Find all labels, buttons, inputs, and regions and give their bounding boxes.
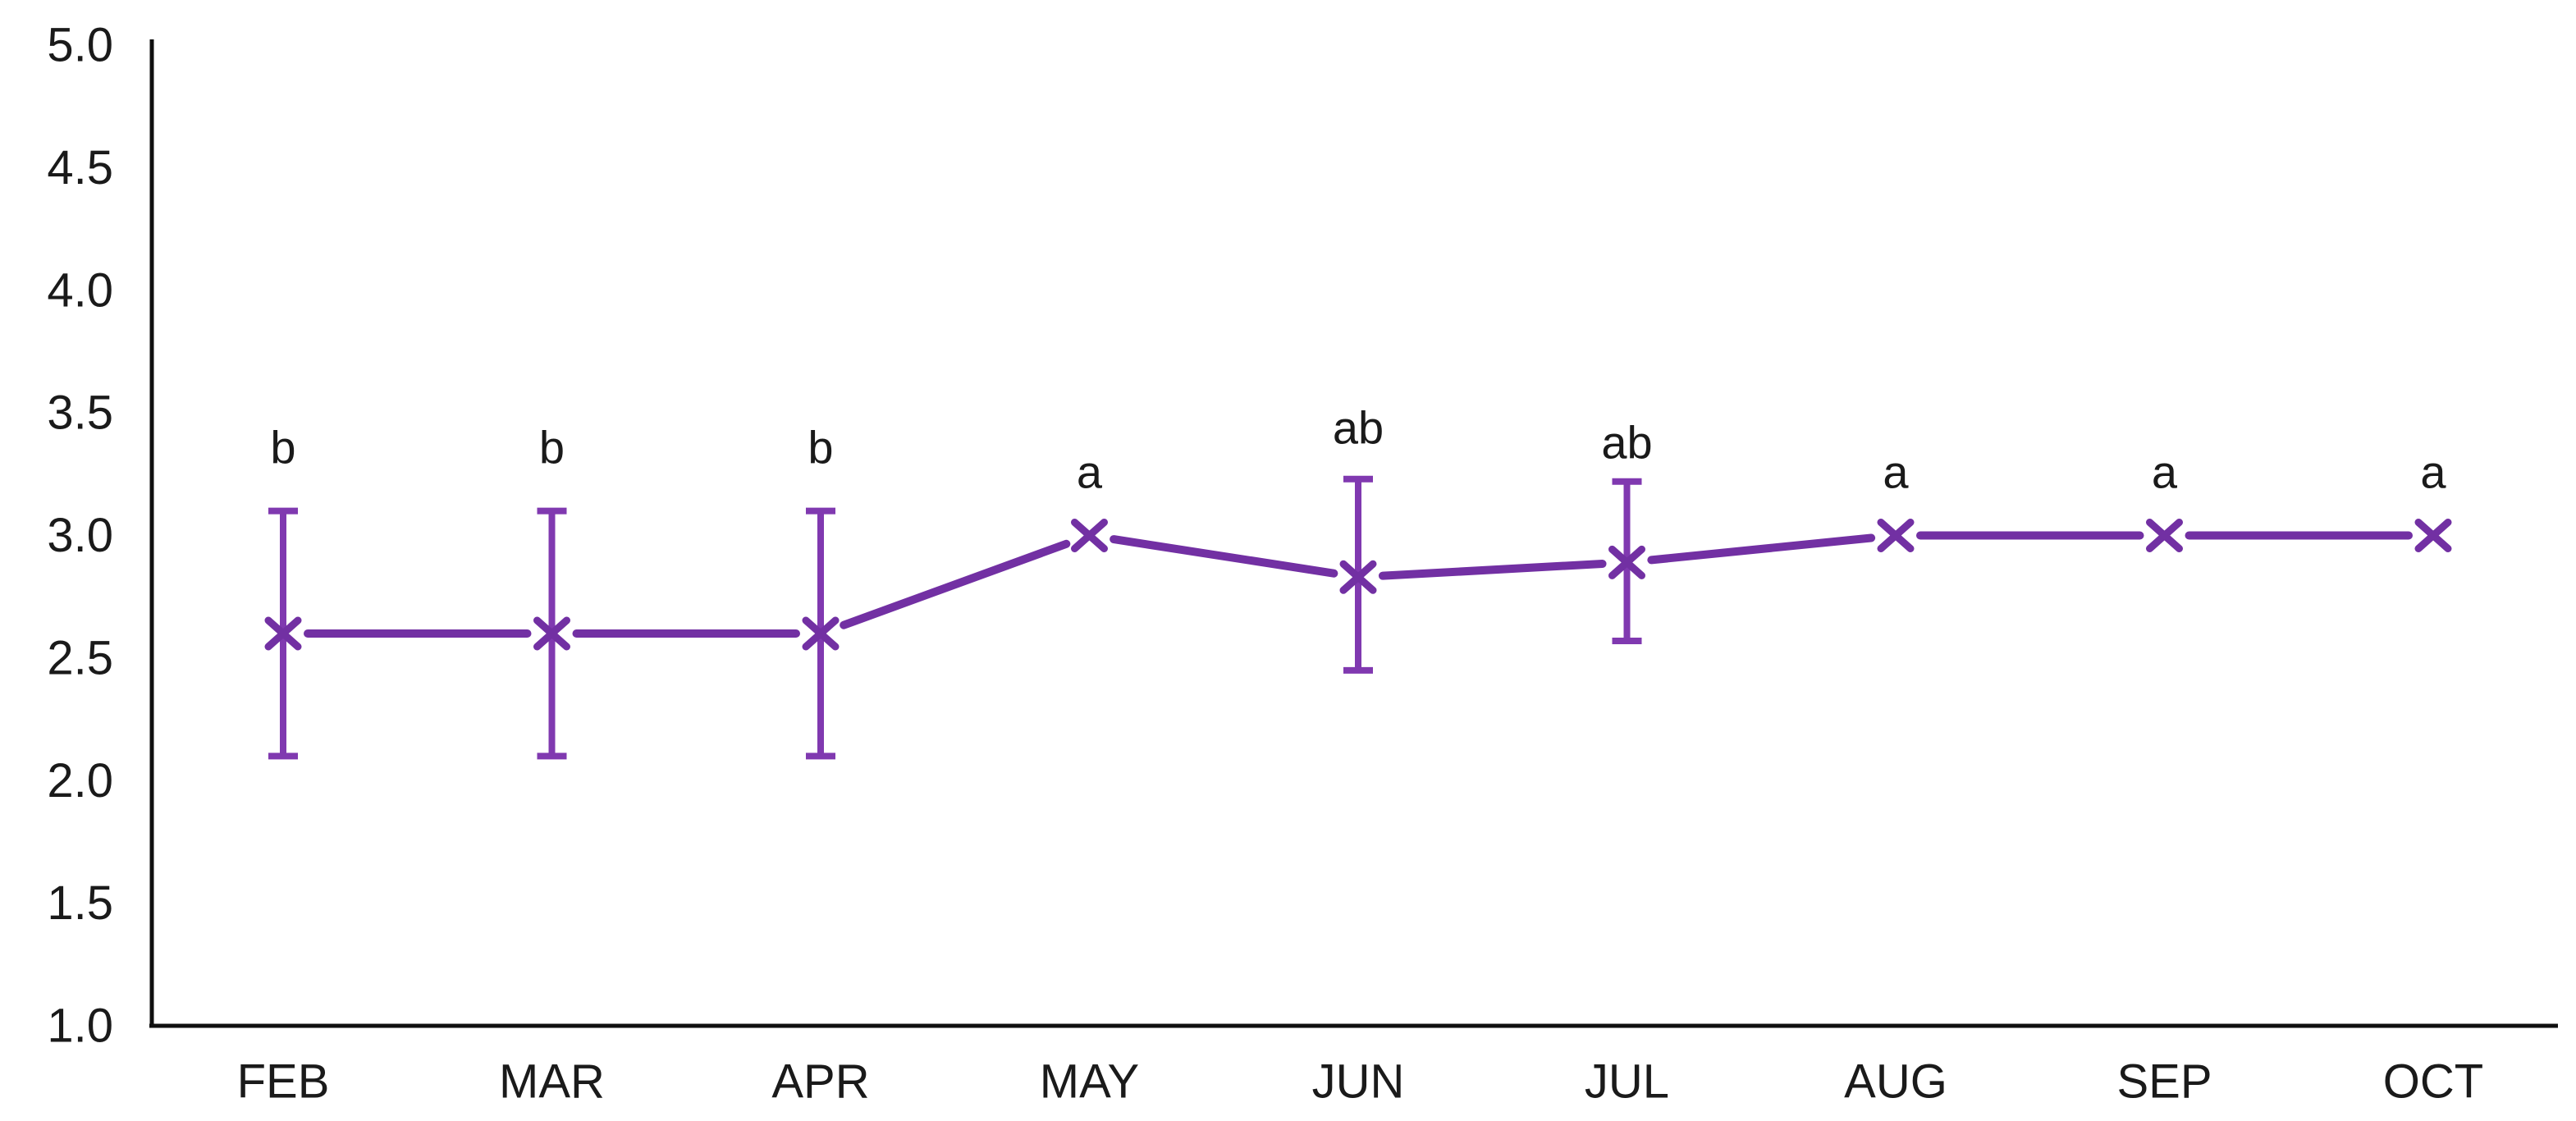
y-axis-tick-label: 3.5 — [47, 387, 113, 440]
significance-letter: a — [1077, 446, 1103, 497]
x-marker — [1608, 545, 1645, 579]
x-marker — [1071, 519, 1108, 552]
x-marker — [1877, 519, 1915, 552]
significance-letter: a — [2420, 446, 2446, 497]
x-marker — [264, 616, 302, 651]
significance-letter: a — [2152, 446, 2178, 497]
x-marker — [2146, 519, 2183, 552]
x-marker — [533, 616, 570, 651]
y-axis-tick-label: 5.0 — [47, 19, 113, 72]
significance-letter: ab — [1333, 402, 1384, 454]
x-axis-tick-label: FEB — [237, 1055, 330, 1109]
y-axis-tick-label: 4.0 — [47, 263, 113, 317]
x-axis-tick-label: SEP — [2116, 1055, 2212, 1109]
y-axis-tick-label: 2.5 — [47, 631, 113, 684]
x-axis-tick-label: MAR — [499, 1055, 605, 1109]
x-axis-tick-label: APR — [771, 1055, 869, 1109]
significance-letter: a — [1883, 446, 1909, 497]
series-line-segment — [840, 539, 1071, 629]
y-axis-tick-label: 3.0 — [47, 509, 113, 562]
significance-letter: b — [808, 421, 833, 473]
significance-letter: ab — [1601, 416, 1652, 468]
y-axis-tick-label: 4.5 — [47, 141, 113, 194]
significance-letter: b — [539, 421, 565, 473]
series-line-segment — [1110, 535, 1338, 578]
x-axis-tick-label: JUL — [1585, 1055, 1669, 1109]
x-axis-tick-label: AUG — [1844, 1055, 1947, 1109]
x-marker — [1339, 560, 1377, 594]
series-line-segment — [1647, 533, 1876, 565]
x-axis-tick-label: OCT — [2383, 1055, 2483, 1109]
x-marker — [802, 616, 840, 651]
x-axis-tick-label: MAY — [1040, 1055, 1139, 1109]
x-axis-tick-label: JUN — [1312, 1055, 1405, 1109]
series-line-segment — [1378, 560, 1607, 580]
y-axis-tick-label: 1.5 — [47, 876, 113, 930]
significance-letter: b — [270, 421, 295, 473]
y-axis-tick-label: 2.0 — [47, 754, 113, 808]
y-axis-tick-label: 1.0 — [47, 1000, 113, 1053]
x-marker — [2414, 519, 2452, 552]
